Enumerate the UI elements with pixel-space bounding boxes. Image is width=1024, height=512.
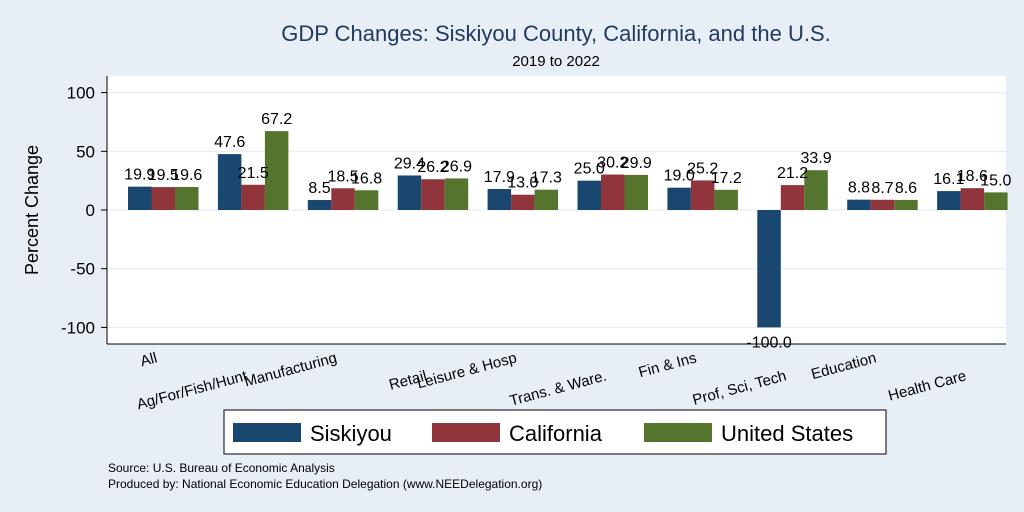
y-ticks: 100 50 0 -50 -100 bbox=[61, 84, 107, 337]
data-label: 26.2 bbox=[417, 159, 448, 176]
data-label: -100.0 bbox=[746, 334, 791, 351]
bar-united-states bbox=[624, 174, 648, 210]
bar-siskiyou bbox=[667, 187, 691, 210]
data-label: 16.8 bbox=[351, 170, 382, 187]
data-label: 8.7 bbox=[871, 180, 893, 197]
data-label: 26.9 bbox=[441, 158, 472, 175]
legend-key-united-states bbox=[644, 423, 712, 442]
category-label: Leisure & Hosp bbox=[415, 349, 518, 392]
data-label: 67.2 bbox=[261, 111, 292, 128]
bars bbox=[128, 131, 1008, 328]
data-label: 30.2 bbox=[597, 155, 628, 172]
data-label: 47.6 bbox=[214, 134, 245, 151]
bar-siskiyou bbox=[217, 154, 242, 210]
category-label: Trans. & Ware. bbox=[508, 367, 609, 409]
data-label: 19.6 bbox=[171, 167, 202, 184]
bar-united-states bbox=[264, 131, 289, 210]
bar-siskiyou bbox=[487, 188, 512, 210]
data-label: 18.6 bbox=[957, 168, 988, 185]
data-label: 8.5 bbox=[308, 180, 330, 197]
bar-california bbox=[690, 180, 715, 210]
legend-key-california bbox=[432, 423, 500, 442]
data-label: 17.9 bbox=[484, 169, 515, 186]
source-note: Source: U.S. Bureau of Economic Analysis bbox=[108, 461, 335, 475]
data-label: 21.2 bbox=[777, 165, 808, 182]
data-label: 19.0 bbox=[664, 168, 695, 185]
data-label: 19.5 bbox=[148, 167, 179, 184]
bar-united-states bbox=[894, 199, 918, 210]
category-label: Education bbox=[809, 349, 878, 383]
data-label: 33.9 bbox=[800, 150, 831, 167]
category-label: Health Care bbox=[886, 367, 968, 404]
bar-siskiyou bbox=[128, 186, 152, 210]
category-label: Manufacturing bbox=[243, 349, 339, 390]
bar-united-states bbox=[984, 192, 1008, 210]
data-label: 16.1 bbox=[933, 171, 964, 188]
category-label: Fin & Ins bbox=[637, 349, 699, 381]
bar-siskiyou bbox=[307, 200, 332, 210]
bar-united-states bbox=[714, 189, 738, 210]
bar-united-states bbox=[175, 186, 199, 210]
bar-california bbox=[151, 187, 175, 210]
data-label: 25.0 bbox=[574, 161, 605, 178]
bar-california bbox=[960, 188, 985, 210]
bar-united-states bbox=[804, 170, 828, 210]
data-label: 21.5 bbox=[238, 165, 269, 182]
legend-label: Siskiyou bbox=[310, 421, 392, 446]
data-label: 8.6 bbox=[895, 180, 917, 197]
y-tick-label: -100 bbox=[61, 318, 95, 337]
legend-label: California bbox=[509, 421, 603, 446]
data-label: 13.0 bbox=[507, 175, 538, 192]
data-label: 18.5 bbox=[327, 168, 358, 185]
legend-box bbox=[223, 409, 887, 455]
bar-california bbox=[601, 174, 625, 210]
bar-siskiyou bbox=[397, 175, 422, 210]
bar-siskiyou bbox=[757, 210, 781, 328]
category-label: Ag/For/Fish/Hunt bbox=[135, 367, 250, 413]
category-label: All bbox=[138, 349, 159, 370]
bar-california bbox=[421, 179, 445, 210]
bar-california bbox=[331, 188, 355, 210]
legend-label: United States bbox=[721, 421, 853, 446]
bar-united-states bbox=[354, 190, 379, 210]
y-axis-label: Percent Change bbox=[22, 145, 42, 275]
data-label: 29.4 bbox=[394, 155, 425, 172]
bar-united-states bbox=[444, 178, 469, 210]
bar-california bbox=[241, 184, 265, 210]
bar-california bbox=[511, 194, 535, 210]
bar-california bbox=[780, 185, 805, 210]
data-label: 17.3 bbox=[531, 170, 562, 187]
y-tick-label: -50 bbox=[70, 260, 95, 279]
bar-siskiyou bbox=[577, 180, 601, 210]
data-label: 15.0 bbox=[980, 172, 1011, 189]
producer-note: Produced by: National Economic Education… bbox=[108, 477, 542, 491]
data-labels: 19.9 47.6 8.5 29.4 17.9 25.0 19.0 -100.0 8.8 16.1… bbox=[124, 111, 1011, 351]
chart-subtitle: 2019 to 2022 bbox=[512, 53, 600, 70]
legend: Siskiyou California United States bbox=[223, 409, 887, 455]
data-label: 17.2 bbox=[711, 170, 742, 187]
bar-siskiyou bbox=[937, 191, 961, 210]
y-tick-label: 50 bbox=[76, 142, 95, 161]
bar-siskiyou bbox=[847, 199, 871, 210]
bar-united-states bbox=[534, 189, 559, 210]
data-label: 25.2 bbox=[687, 160, 718, 177]
bar-california bbox=[870, 199, 895, 210]
data-label: 8.8 bbox=[848, 180, 870, 197]
y-tick-label: 0 bbox=[86, 201, 95, 220]
category-label: Prof, Sci, Tech bbox=[691, 367, 789, 408]
data-label: 19.9 bbox=[124, 167, 155, 184]
y-tick-label: 100 bbox=[67, 84, 95, 103]
data-label: 29.9 bbox=[621, 155, 652, 172]
chart-title: GDP Changes: Siskiyou County, California… bbox=[281, 21, 830, 46]
legend-key-siskiyou bbox=[233, 423, 301, 442]
